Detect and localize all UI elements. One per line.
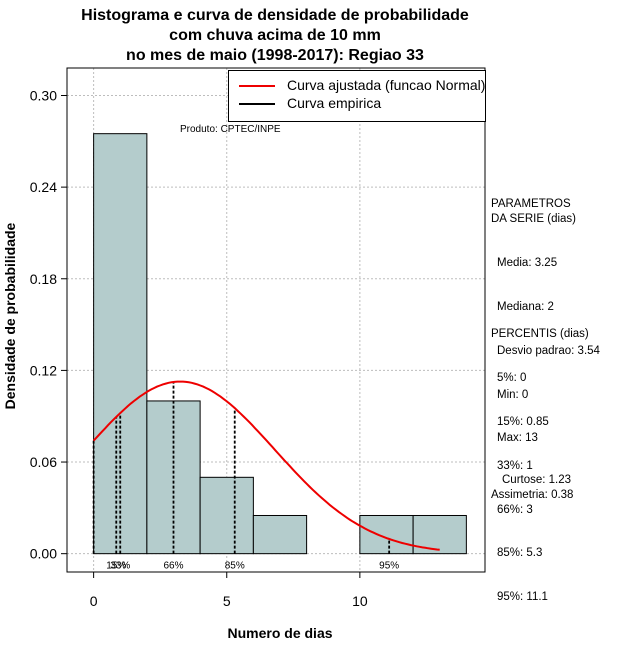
x-axis-label: Numero de dias	[227, 625, 333, 641]
normal-fit-curve	[92, 380, 440, 551]
param-media: Media: 3.25	[497, 257, 558, 270]
plot-border	[66, 67, 486, 573]
x-tick-label: 5	[223, 593, 231, 609]
percentile-15: 15%: 0.85	[497, 415, 549, 428]
percentile-line-label: 33%	[110, 561, 130, 572]
legend-swatch-red	[239, 85, 275, 87]
parameters-list: Media: 3.25 Mediana: 2 Desvio padrao: 3.…	[497, 227, 600, 461]
legend-label-fit: Curva ajustada (funcao Normal)	[287, 77, 486, 93]
percentile-line-label: 66%	[163, 561, 183, 572]
chart-title-line-2: com chuva acima de 10 mm	[169, 27, 381, 44]
percentile-95: 95%: 11.1	[497, 591, 548, 604]
percentile-85: 85%: 5.3	[497, 547, 543, 560]
percentile-line-label: 95%	[379, 561, 399, 572]
percentile-33: 33%: 1	[497, 459, 533, 472]
percentile-66: 66%: 3	[497, 503, 533, 516]
y-tick-label: 0.00	[30, 546, 57, 562]
product-annotation: Produto: CPTEC/INPE	[180, 124, 281, 135]
kurtosis-value: Curtose: 1.23	[502, 474, 572, 486]
param-max: Max: 13	[497, 432, 538, 445]
y-tick-label: 0.18	[30, 271, 57, 287]
histogram-bar	[252, 514, 308, 555]
legend-label-empirical: Curva empirica	[287, 95, 382, 111]
y-tick-label: 0.24	[30, 179, 57, 195]
y-tick-label: 0.06	[30, 454, 57, 470]
histogram-bar	[199, 476, 254, 555]
param-mediana: Mediana: 2	[497, 300, 554, 313]
param-desvio: Desvio padrao: 3.54	[497, 344, 600, 357]
percentiles-list: 5%: 0 15%: 0.85 33%: 1 66%: 3 85%: 5.3 9…	[497, 342, 549, 619]
param-min: Min: 0	[497, 388, 529, 401]
percentile-5: 5%: 0	[497, 372, 527, 385]
percentiles-title: PERCENTIS (dias)	[491, 328, 589, 340]
y-tick-label: 0.12	[30, 362, 57, 378]
x-tick-label: 0	[90, 593, 98, 609]
parameters-title: PARAMETROS DA SERIE (dias)	[491, 198, 576, 225]
legend-swatch-black	[239, 103, 275, 105]
percentile-line-label: 85%	[225, 561, 245, 572]
chart-title-line-1: Histograma e curva de densidade de proba…	[81, 7, 469, 24]
legend: Curva ajustada (funcao Normal) Curva emp…	[228, 70, 486, 122]
chart-title-line-3: no mes de maio (1998-2017): Regiao 33	[126, 47, 424, 64]
y-axis-label: Densidade de probabilidade	[2, 222, 18, 410]
histogram-bar	[359, 514, 414, 555]
percentile-line-label: 15%	[106, 561, 126, 572]
y-tick-label: 0.30	[30, 87, 57, 103]
x-tick-label: 10	[352, 593, 368, 609]
skewness-value: Assimetria: 0.38	[491, 489, 574, 501]
